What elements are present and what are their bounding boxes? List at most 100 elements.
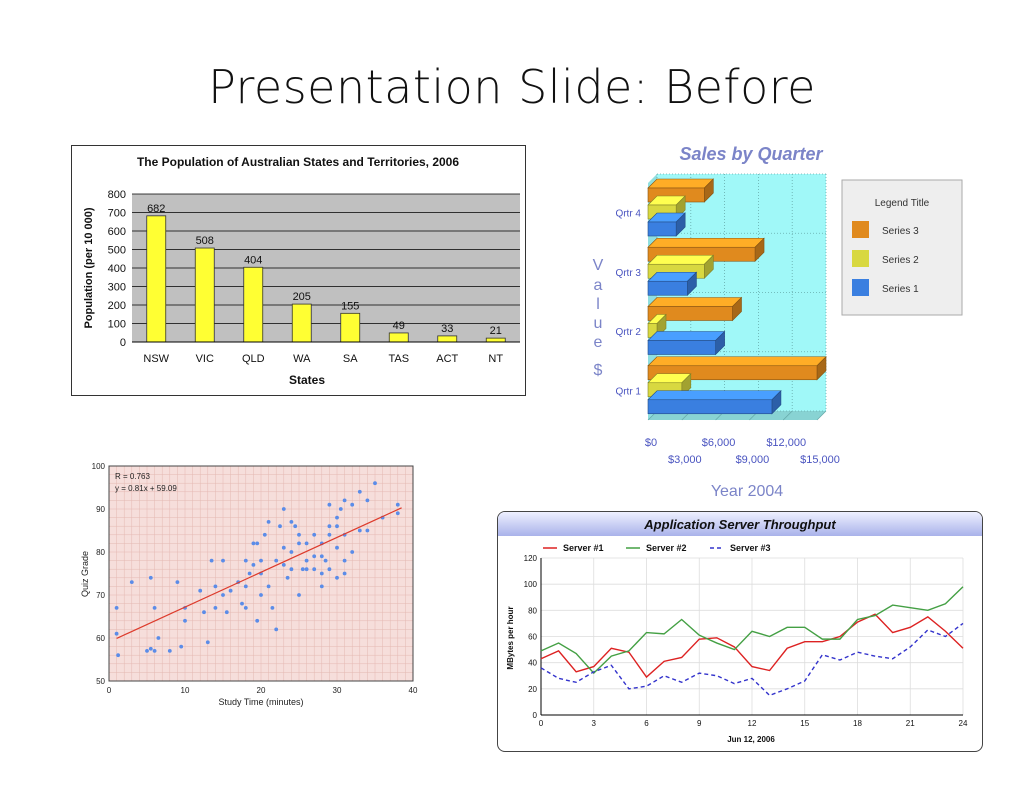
y-tick-label: 700 — [108, 208, 126, 220]
data-point — [335, 545, 339, 550]
data-point — [247, 571, 252, 576]
bar — [647, 221, 677, 237]
data-point — [365, 498, 370, 503]
data-point — [205, 640, 210, 645]
bar — [194, 247, 215, 343]
data-point — [281, 563, 286, 567]
data-point — [202, 610, 206, 615]
data-point — [266, 584, 271, 589]
data-point — [323, 558, 328, 563]
x-tick-label: 40 — [409, 686, 418, 695]
bar-top-face — [647, 297, 743, 307]
data-point — [342, 571, 347, 576]
data-point — [319, 554, 324, 559]
throughput-chart-panel: Application Server Throughput Jun 12, 20… — [497, 511, 983, 752]
data-label: 205 — [293, 291, 311, 303]
data-point — [312, 532, 317, 537]
data-point — [243, 558, 248, 563]
x-axis-label: States — [289, 373, 325, 387]
data-point — [213, 606, 218, 610]
y-tick-label: Qrtr 2 — [615, 327, 641, 338]
series-line — [540, 586, 964, 675]
legend-entry: Series 2 — [882, 255, 919, 266]
bar-top-face — [647, 356, 827, 367]
data-point — [259, 593, 263, 597]
data-point — [129, 580, 134, 584]
y-axis-label-char: V — [593, 257, 604, 274]
data-point — [335, 575, 339, 580]
bar — [647, 280, 688, 296]
x-tick-label: VIC — [196, 353, 214, 365]
data-point — [243, 584, 248, 589]
x-tick-label: 6 — [644, 719, 649, 728]
data-point — [221, 558, 225, 563]
y-tick-label: Qrtr 3 — [615, 268, 641, 279]
data-point — [327, 502, 332, 507]
data-point — [114, 606, 119, 610]
legend: Legend Title Series 3 Series 2 Series 1 — [841, 179, 963, 316]
data-point — [373, 481, 377, 486]
data-point — [274, 558, 279, 563]
legend-entry: Series 3 — [882, 226, 919, 237]
data-point — [255, 541, 260, 546]
data-point — [209, 558, 214, 563]
data-point — [304, 541, 309, 546]
series-line — [540, 613, 964, 679]
data-point — [148, 575, 153, 580]
data-point — [274, 627, 279, 632]
data-point — [338, 507, 343, 511]
data-point — [335, 515, 339, 520]
y-tick-label: 800 — [108, 189, 126, 201]
x-tick-label: $15,000 — [800, 454, 840, 466]
data-point — [293, 524, 298, 529]
y-tick-label: 400 — [108, 263, 126, 275]
x-tick-label: 18 — [853, 719, 862, 728]
data-point — [327, 532, 332, 537]
data-point — [297, 541, 301, 546]
data-point — [251, 541, 256, 546]
slide-title: Presentation Slide: Before — [208, 60, 816, 114]
chart-title: Application Server Throughput — [643, 517, 836, 532]
series-line — [540, 622, 964, 697]
data-point — [228, 588, 233, 593]
data-label: 33 — [441, 323, 453, 335]
y-tick-label: Qrtr 1 — [615, 386, 641, 397]
population-bar-chart: The Population of Australian States and … — [83, 155, 520, 387]
x-tick-label: 21 — [906, 719, 915, 728]
y-tick-label: 40 — [528, 659, 537, 668]
data-point — [281, 507, 286, 511]
y-tick-label: 200 — [108, 300, 126, 312]
data-point — [357, 528, 362, 533]
x-tick-label: 9 — [697, 719, 702, 728]
x-tick-label: QLD — [242, 353, 265, 365]
data-point — [395, 502, 400, 507]
bar — [437, 335, 458, 343]
x-tick-label: $3,000 — [668, 454, 702, 466]
x-tick-label: 3 — [592, 719, 597, 728]
x-tick-label: $9,000 — [736, 454, 770, 466]
y-tick-label: 20 — [528, 685, 537, 694]
data-point — [297, 593, 301, 597]
data-label: 508 — [196, 235, 214, 247]
data-point — [350, 502, 355, 507]
bar — [340, 312, 361, 343]
data-point — [342, 558, 347, 563]
bar — [243, 266, 264, 343]
data-point — [148, 646, 153, 651]
data-point — [198, 588, 203, 593]
chart-title: Sales by Quarter — [679, 144, 823, 164]
y-axis-label-char: u — [594, 315, 603, 332]
y-tick-label: 100 — [92, 462, 106, 471]
legend-swatch — [852, 279, 869, 296]
y-tick-label: 300 — [108, 282, 126, 294]
data-point — [278, 524, 282, 529]
data-point — [262, 532, 267, 537]
data-point — [395, 511, 400, 516]
data-point — [152, 606, 157, 610]
bar-top-face — [647, 254, 715, 265]
data-point — [285, 575, 290, 580]
legend-entry: Series 1 — [882, 284, 919, 295]
x-tick-label: ACT — [436, 353, 458, 365]
y-tick-label: 0 — [120, 337, 126, 349]
bar-top-face — [647, 178, 715, 189]
